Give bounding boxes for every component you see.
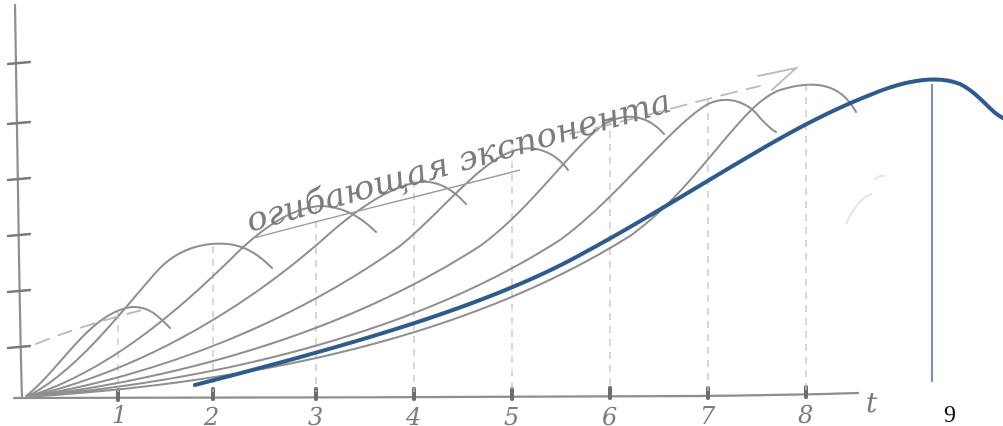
blue-curve [193, 77, 1003, 387]
pencil-smudge [873, 174, 887, 181]
x-tick-label: 6 [602, 403, 617, 426]
y-tick [6, 344, 32, 350]
envelope-dash [35, 307, 151, 345]
x-tick-label: 3 [308, 403, 323, 426]
caption-underline [253, 169, 521, 239]
y-axis-line [13, 3, 24, 400]
pencil-curve-5 [33, 147, 569, 397]
y-axis-ticks [6, 60, 32, 350]
y-tick [6, 120, 32, 126]
pencil-curves [25, 83, 857, 397]
x-tick-label: 4 [405, 403, 421, 426]
x-tick-label: 5 [504, 403, 519, 426]
peak-guides [117, 84, 807, 392]
pencil-curve-4 [31, 180, 467, 397]
x-tick-label: 7 [700, 402, 716, 426]
extra-label-nine: 9 [944, 402, 956, 426]
x-tick-label: 8 [798, 401, 813, 426]
envelope-line [35, 66, 800, 345]
y-tick [6, 288, 32, 294]
y-tick [6, 60, 32, 66]
x-tick-label: 2 [203, 403, 219, 426]
envelope-arrow-head [757, 66, 800, 91]
pencil-curve-7 [37, 99, 777, 397]
pencil-curve-8 [39, 83, 857, 397]
pencil-smudge [845, 193, 873, 225]
y-axis [6, 3, 32, 400]
y-tick [6, 176, 32, 182]
pencil-curve-3 [29, 204, 377, 397]
pencil-curve-6 [35, 115, 665, 397]
y-tick [6, 232, 32, 238]
x-tick-label: 1 [112, 401, 127, 426]
pencil-curve-2 [27, 242, 273, 397]
pencil-curve-1 [25, 305, 171, 397]
x-tick-labels: 1 2 3 4 5 6 7 8 [112, 401, 813, 426]
x-axis [12, 385, 860, 402]
envelope-dash [569, 85, 761, 135]
x-axis-line [12, 391, 860, 400]
axis-label-t: t [866, 386, 878, 419]
